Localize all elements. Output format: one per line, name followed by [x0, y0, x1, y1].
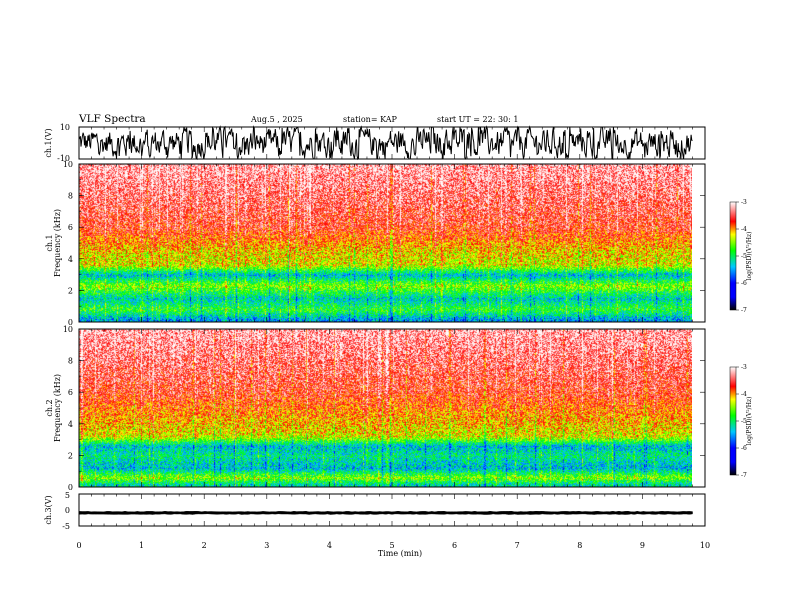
colorbar-tick-label: -6: [741, 445, 747, 452]
colorbar-tick-label: -3: [741, 364, 747, 371]
ch1-waveform-line: [78, 125, 693, 161]
x-tick-label: 3: [264, 541, 269, 550]
y-tick-label: 10: [63, 325, 73, 334]
y-tick-label: 6: [68, 223, 73, 232]
colorbar-tick-label: -3: [741, 199, 747, 206]
ch1-ytick-top: 10: [60, 123, 70, 132]
y-tick-label: 0: [68, 483, 73, 492]
ch1-spectrogram-image: [79, 164, 692, 322]
x-tick-label: 5: [389, 541, 394, 550]
ch2-spec-ylabel-channel: ch.2: [45, 399, 54, 416]
ch3-ytick-bottom: -5: [62, 522, 70, 531]
ch3-ytick-top: 5: [65, 491, 70, 500]
ch2-spectrogram-panel: 0 2 4 6 8 10 ch.2 Frequency (kHz): [45, 325, 706, 492]
ch1-spec-ylabel: Frequency (kHz): [53, 209, 62, 277]
ch1-spec-ylabel-channel: ch.1: [45, 234, 54, 251]
y-tick-label: 10: [63, 160, 73, 169]
x-tick-label: 2: [202, 541, 207, 550]
y-tick-label: 8: [68, 357, 73, 366]
ch2-spectrogram-image: [79, 329, 692, 487]
x-tick-label: 10: [700, 541, 710, 550]
ch3-ylabel: ch.3(V): [44, 495, 53, 524]
y-tick-label: 2: [68, 286, 73, 295]
y-tick-label: 2: [68, 451, 73, 460]
x-tick-labels: 0 1 2 3 4 5 6 7 8 9 10: [76, 541, 710, 550]
colorbar-tick-label: -7: [741, 472, 747, 479]
x-tick-label: 1: [139, 541, 144, 550]
y-tick-label: 8: [68, 192, 73, 201]
y-tick-label: 4: [68, 255, 73, 264]
colorbar-tick-label: -7: [741, 307, 747, 314]
y-tick-label: 6: [68, 388, 73, 397]
ch3-waveform-panel: 5 0 -5 ch.3(V): [44, 491, 706, 531]
colorbar-tick-label: -5: [741, 253, 747, 260]
y-tick-label: 0: [68, 318, 73, 327]
colorbar-tick-label: -5: [741, 418, 747, 425]
x-tick-label: 7: [515, 541, 520, 550]
ch3-ytick-mid: 0: [65, 506, 70, 515]
x-tick-label: 6: [452, 541, 457, 550]
x-axis-label: Time (min): [378, 549, 422, 558]
y-tick-label: 4: [68, 420, 73, 429]
date-label: Aug.5 , 2025: [250, 115, 303, 124]
x-tick-label: 8: [577, 541, 582, 550]
x-tick-label: 9: [640, 541, 645, 550]
x-tick-label: 0: [76, 541, 81, 550]
colorbar-tick-label: -4: [741, 391, 747, 398]
ch2-colorbar-label: log(PSD)(V²/Hz): [746, 397, 753, 446]
ch2-spec-ylabel: Frequency (kHz): [53, 374, 62, 442]
station-label: station= KAP: [343, 115, 398, 124]
x-tick-label: 4: [327, 541, 332, 550]
ch3-waveform-band: [78, 511, 693, 515]
x-ticks: [78, 127, 706, 526]
ch2-colorbar: -3 -4 -5 -6 -7 log(PSD)(V²/Hz): [729, 364, 753, 479]
figure-title: VLF Spectra: [78, 113, 146, 125]
ch1-colorbar-label: log(PSD)(V²/Hz): [746, 232, 753, 281]
ch1-waveform-panel: 10 -10 ch.1(V): [44, 123, 706, 163]
start-ut-label: start UT = 22: 30: 1: [437, 115, 518, 124]
ch1-spectrogram-panel: 0 2 4 6 8 10 ch.1 Frequency (kHz): [45, 160, 706, 327]
ch1-colorbar: -3 -4 -5 -6 -7 log(PSD)(V²/Hz): [729, 199, 753, 314]
colorbar-tick-label: -4: [741, 226, 747, 233]
ch1-ylabel: ch.1(V): [44, 128, 53, 157]
colorbar-tick-label: -6: [741, 280, 747, 287]
ch1-ytick-bottom: -10: [57, 154, 70, 163]
